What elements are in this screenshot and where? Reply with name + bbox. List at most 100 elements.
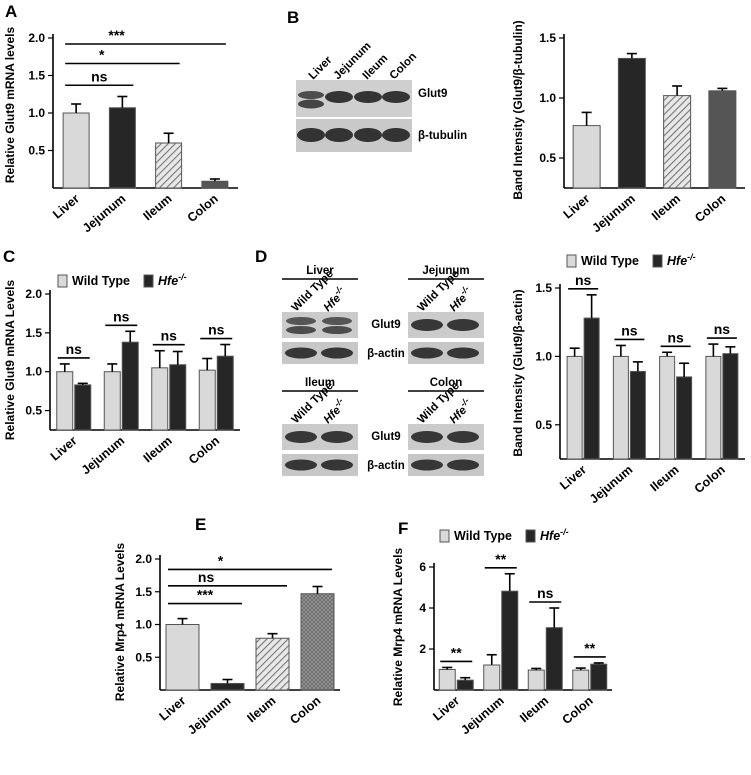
- chart-a-bar-jejunum: [108, 107, 136, 189]
- chart-f: 2 4 6 Relative Mrp4 mRNA Levels LiverJejunum…: [391, 527, 612, 737]
- chart-f-xtick-ileum: Ileum: [517, 694, 551, 726]
- chart-d-legend-label-wild-type: Wild Type: [581, 254, 639, 268]
- chart-b-bar-colon: [708, 90, 737, 189]
- chart-c-sig-label-jejunum: ns: [113, 308, 130, 324]
- chart-d-ytick-label-0: 0.5: [535, 418, 552, 432]
- chart-d-bar-wild-type-liver: [566, 355, 583, 460]
- blot-b-label-tubulin: β-tubulin: [418, 130, 467, 142]
- chart-c-ylabel: Relative Glut9 mRNA Levels: [3, 280, 17, 441]
- blot-d-liver-label-glut9: Glut9: [371, 319, 400, 331]
- chart-a-bracket-label-2: ***: [108, 27, 125, 43]
- chart-e-ylabel: Relative Mrp4 mRNA Levels: [113, 543, 127, 702]
- chart-f-legend-label-wild-type: Wild Type: [454, 529, 512, 543]
- blot-b: Liver Jejunum Ileum Colon Glut9 β-tubuli…: [296, 40, 467, 152]
- chart-c-ytick-label-3: 2.0: [25, 287, 42, 301]
- chart-b-xtick-liver: Liver: [561, 191, 593, 221]
- chart-d: 0.5 1.0 1.5 Band Intensity (Glut9/β-actin) L…: [511, 252, 745, 506]
- chart-d-xtick-liver: Liver: [557, 462, 589, 492]
- blot-d-colon-title: Colon: [430, 377, 463, 389]
- chart-b-ytick-label-2: 1.5: [539, 31, 556, 45]
- chart-f-ytick-label-1: 4: [419, 601, 426, 615]
- blot-d-jejunum-band-bottom-0: [411, 347, 443, 359]
- chart-d-sig-label-jejunum: ns: [621, 322, 638, 338]
- chart-b-bar-liver: [572, 125, 601, 189]
- blot-d-colon-band-top-1: [447, 431, 479, 443]
- chart-c-sig-label-liver: ns: [66, 341, 83, 357]
- chart-e-xtick-colon: Colon: [287, 694, 323, 727]
- blot-d-ileum-title: Ileum: [305, 377, 335, 389]
- blot-b-lane-liver: Liver: [307, 54, 335, 82]
- chart-e-bracket-label-0: ***: [197, 587, 214, 603]
- blot-b-label-glut9: Glut9: [418, 88, 447, 100]
- chart-d-ylabel: Band Intensity (Glut9/β-actin): [511, 289, 525, 456]
- panel-label-c: C: [3, 247, 15, 266]
- blot-d-colon-band-top-0: [411, 431, 443, 443]
- chart-c-xtick-liver: Liver: [48, 433, 80, 463]
- chart-e-xtick-jejunum: Jejunum: [185, 694, 233, 738]
- panel-label-e: E: [195, 515, 206, 534]
- chart-e-bar-jejunum: [210, 682, 245, 691]
- chart-a-bar-colon: [201, 180, 229, 189]
- blot-d-liver-band-top-b-0: [286, 326, 316, 334]
- chart-d-bar-wild-type-jejunum: [612, 355, 629, 460]
- chart-b: 0.5 1.0 1.5 Band Intensity (Glut9/β-tubulin…: [511, 20, 745, 235]
- chart-e-bar-ileum: [255, 637, 290, 691]
- chart-f-sig-label-jejunum: **: [495, 551, 506, 567]
- blot-d-ileum-band-top-1: [321, 431, 353, 443]
- chart-f-bar-wild-type-jejunum: [483, 664, 501, 691]
- chart-c-legend-label-hfe: Hfe-/-: [158, 272, 187, 288]
- chart-d-xtick-colon: Colon: [692, 463, 728, 496]
- chart-d-xtick-jejunum: Jejunum: [587, 463, 635, 507]
- chart-f-xtick-liver: Liver: [430, 693, 462, 723]
- chart-a-xtick-liver: Liver: [50, 191, 82, 221]
- blot-d-liver-band-top-a-0: [286, 317, 316, 325]
- chart-f-bar-wild-type-liver: [438, 669, 456, 691]
- chart-b-xtick-ileum: Ileum: [649, 192, 683, 224]
- chart-a-xtick-ileum: Ileum: [141, 192, 175, 224]
- chart-f-sig-label-colon: **: [584, 640, 595, 656]
- chart-d-bar-hfe-jejunum: [629, 370, 646, 460]
- chart-e-ytick-label-2: 1.5: [135, 585, 152, 599]
- chart-d-bar-hfe-colon: [722, 353, 739, 460]
- chart-c-ytick-label-1: 1.0: [25, 365, 42, 379]
- chart-c-bar-wild-type-ileum: [151, 367, 169, 431]
- chart-c-bar-wild-type-liver: [56, 371, 74, 431]
- chart-c-bar-wild-type-jejunum: [103, 371, 121, 431]
- chart-d-bar-hfe-liver: [583, 317, 600, 460]
- chart-e-xtick-liver: Liver: [157, 693, 189, 723]
- blot-d-ileum-label-glut9: Glut9: [371, 431, 400, 443]
- chart-c-bar-hfe-colon: [216, 355, 234, 431]
- chart-a-ylabel: Relative Glut9 mRNA levels: [3, 27, 17, 184]
- chart-c-sig-label-ileum: ns: [161, 328, 178, 344]
- chart-a: 0.5 1.0 1.5 2.0 Relative Glut9 mRNA levels Li…: [3, 27, 238, 236]
- chart-b-ytick-label-1: 1.0: [539, 91, 556, 105]
- chart-f-sig-label-liver: **: [451, 644, 462, 660]
- chart-f-legend-swatch-hfe: [525, 529, 536, 543]
- blot-d-jejunum-band-top-0: [411, 319, 443, 331]
- blot-d-colon-band-bottom-0: [411, 459, 443, 471]
- chart-e: 0.5 1.0 1.5 2.0 Relative Mrp4 mRNA Levels Liv…: [113, 543, 340, 738]
- chart-e-bracket-label-1: ns: [198, 569, 215, 585]
- chart-c-xtick-colon: Colon: [186, 434, 222, 467]
- chart-a-ytick-label-1: 1.0: [28, 106, 45, 120]
- chart-c-ytick-label-2: 1.5: [25, 326, 42, 340]
- chart-d-bar-wild-type-colon: [705, 355, 722, 460]
- chart-c-legend-swatch-wild-type: [57, 274, 68, 288]
- chart-b-bar-ileum: [663, 95, 692, 189]
- chart-e-xtick-ileum: Ileum: [244, 694, 278, 726]
- chart-a-bar-ileum: [155, 142, 183, 189]
- chart-a-bar-liver: [62, 112, 90, 189]
- blot-b-lane-colon: Colon: [388, 51, 420, 83]
- blot-d-liver-membrane-top: [282, 312, 358, 338]
- chart-d-ytick-label-2: 1.5: [535, 281, 552, 295]
- chart-e-ytick-label-3: 2.0: [135, 552, 152, 566]
- chart-d-xtick-ileum: Ileum: [648, 463, 682, 495]
- chart-c-sig-label-colon: ns: [208, 322, 225, 338]
- blot-d-liver-band-bottom-1: [321, 347, 353, 359]
- blot-d-jejunum-title: Jejunum: [422, 265, 469, 277]
- chart-d-sig-label-liver: ns: [575, 272, 592, 288]
- chart-a-xtick-jejunum: Jejunum: [80, 192, 128, 236]
- chart-f-legend-swatch-wild-type: [439, 529, 450, 543]
- chart-f-bar-hfe-liver: [456, 679, 474, 691]
